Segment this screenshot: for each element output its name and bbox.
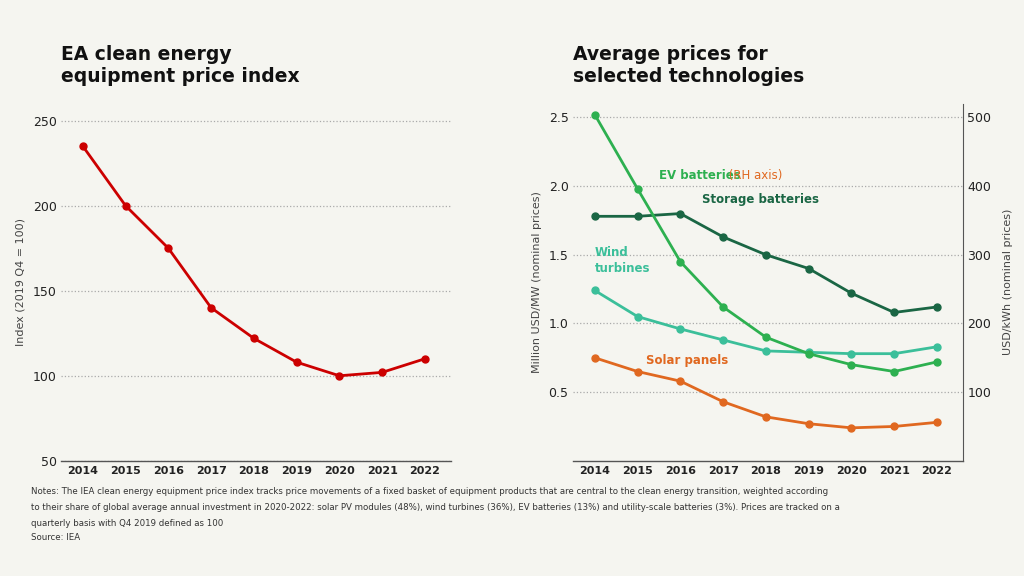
Text: (RH axis): (RH axis) <box>725 169 782 181</box>
Text: quarterly basis with Q4 2019 defined as 100: quarterly basis with Q4 2019 defined as … <box>31 519 223 528</box>
Text: Notes: The IEA clean energy equipment price index tracks price movements of a fi: Notes: The IEA clean energy equipment pr… <box>31 487 827 496</box>
Text: Average prices for
selected technologies: Average prices for selected technologies <box>573 45 805 86</box>
Text: to their share of global average annual investment in 2020-2022: solar PV module: to their share of global average annual … <box>31 503 840 512</box>
Text: Storage batteries: Storage batteries <box>701 194 819 206</box>
Text: EV batteries: EV batteries <box>659 169 740 181</box>
Text: Source: IEA: Source: IEA <box>31 533 80 542</box>
Text: EA clean energy
equipment price index: EA clean energy equipment price index <box>61 45 300 86</box>
Y-axis label: Million USD/MW (nominal prices): Million USD/MW (nominal prices) <box>531 191 542 373</box>
Text: Solar panels: Solar panels <box>646 354 728 367</box>
Y-axis label: Index (2019 Q4 = 100): Index (2019 Q4 = 100) <box>15 218 26 346</box>
Text: Wind
turbines: Wind turbines <box>595 246 650 275</box>
Y-axis label: USD/kWh (nominal prices): USD/kWh (nominal prices) <box>1002 209 1013 355</box>
